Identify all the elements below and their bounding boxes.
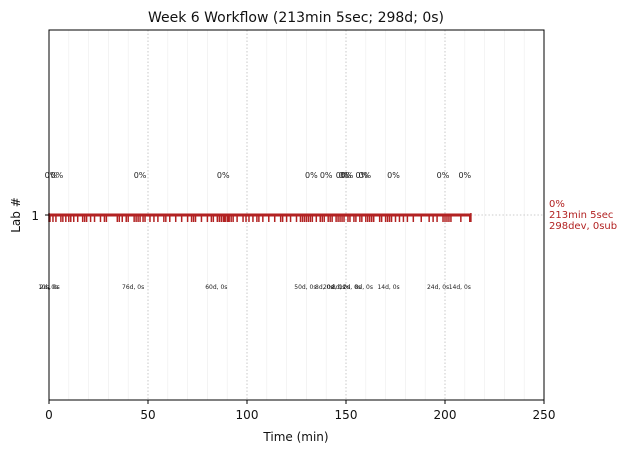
- segment-label: 50d, 0s: [294, 284, 316, 291]
- percent-label: 0%: [437, 171, 450, 180]
- percent-label: 0%: [458, 171, 471, 180]
- segment-label: 24d, 0s: [427, 284, 449, 291]
- x-tick-label: 200: [434, 408, 457, 422]
- percent-label: 0%: [320, 171, 333, 180]
- right-annotation-line: 0%: [549, 199, 565, 210]
- segment-label: 14d, 0s: [377, 284, 399, 291]
- percent-label: 0%: [339, 171, 352, 180]
- percent-label: 0%: [305, 171, 318, 180]
- x-axis-ticks: 0 50 100 150 200 250: [45, 400, 555, 422]
- x-tick-label: 0: [45, 408, 53, 422]
- right-annotation-line: 213min 5sec: [549, 210, 613, 221]
- segment-label: 76d, 0s: [122, 284, 144, 291]
- percent-label: 0%: [341, 171, 354, 180]
- right-annotation-line: 298dev, 0sub: [549, 221, 617, 232]
- x-tick-label: 100: [236, 408, 259, 422]
- y-axis-ticks: 1: [31, 209, 49, 223]
- x-tick-label: 50: [140, 408, 155, 422]
- segment-label: 8d, 0s: [355, 284, 373, 291]
- percent-label: 0%: [387, 171, 400, 180]
- percent-label: 0%: [45, 171, 58, 180]
- x-tick-label: 250: [533, 408, 556, 422]
- segment-label: 20d, 0s: [323, 284, 345, 291]
- chart-title: Week 6 Workflow (213min 5sec; 298d; 0s): [148, 10, 444, 26]
- percent-label: 0%: [355, 171, 368, 180]
- segment-label: 8d, 0s: [332, 284, 350, 291]
- percent-label: 0%: [217, 171, 230, 180]
- segment-label: 8d, 0s: [315, 284, 333, 291]
- percent-label: 0%: [51, 171, 64, 180]
- workflow-trace: [48, 213, 472, 222]
- y-tick-label: 1: [31, 209, 39, 223]
- segment-label: 60d, 0s: [205, 284, 227, 291]
- x-tick-label: 150: [335, 408, 358, 422]
- major-grid: [147, 30, 446, 400]
- y-axis-label: Lab #: [9, 197, 23, 233]
- percent-label: 0%: [336, 171, 349, 180]
- x-axis-label: Time (min): [262, 430, 328, 444]
- percent-labels: 0%0% 0% 0% 0% 0% 0%0%0% 0%0% 0% 0% 0%: [45, 171, 472, 180]
- percent-label: 0%: [358, 171, 371, 180]
- segment-label: 12d, 0s: [339, 284, 361, 291]
- percent-label: 0%: [134, 171, 147, 180]
- segment-label: 14d, 0s: [449, 284, 471, 291]
